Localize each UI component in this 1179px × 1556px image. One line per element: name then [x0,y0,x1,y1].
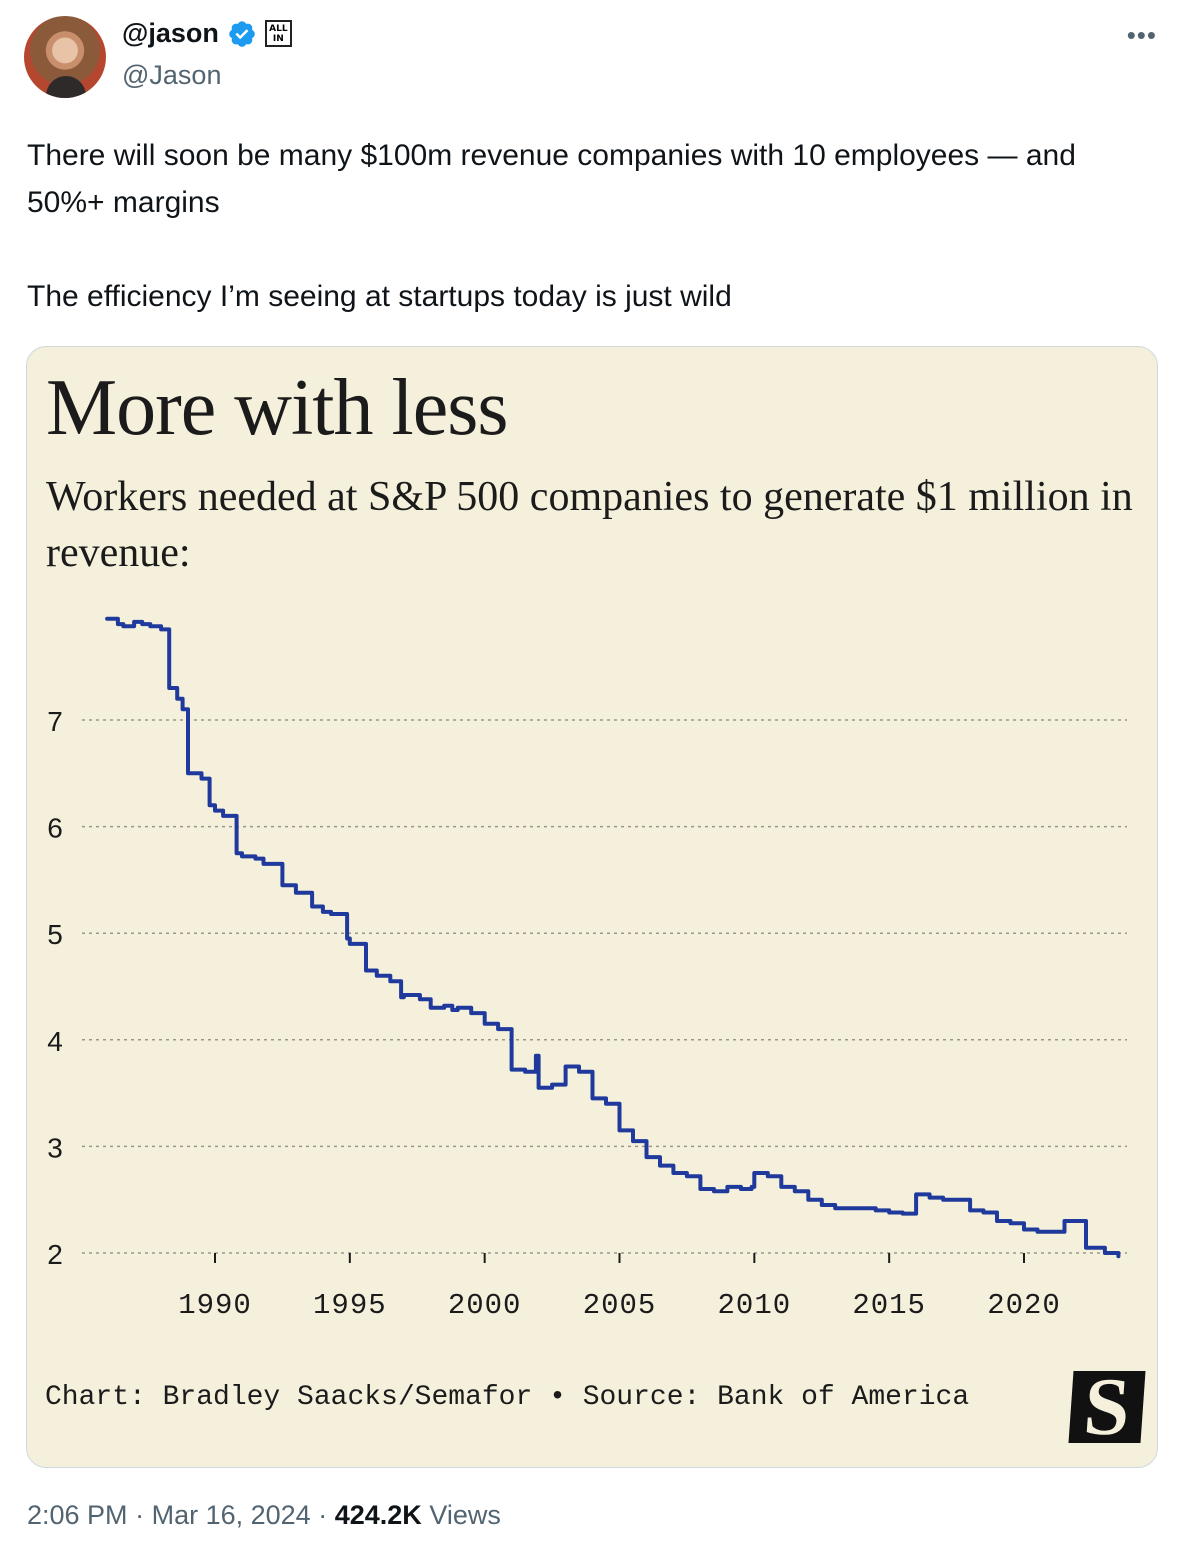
display-name[interactable]: @jason [122,18,219,48]
tweet-text: There will soon be many $100m revenue co… [27,132,1157,320]
x-tick-label: 2015 [852,1289,926,1322]
x-tick-label: 1995 [313,1289,387,1322]
tweet-paragraph: There will soon be many $100m revenue co… [27,139,1076,219]
series-line [105,616,1121,1259]
chart-credit: Chart: Bradley Saacks/Semafor • Source: … [45,1382,970,1413]
affiliation-badge[interactable]: ALL IN [264,20,292,47]
line-chart: 2 3 4 5 6 7 1990 1995 2000 2005 2010 2015 2020 [47,616,1127,1322]
chart-card[interactable]: More with less Workers needed at S&P 500… [26,346,1158,1468]
y-tick-label: 2 [47,1239,63,1270]
more-dots-icon[interactable]: ••• [1126,20,1157,50]
tweet-meta: 2:06 PM · Mar 16, 2024 · 424.2K Views [27,1500,501,1531]
semafor-logo: S [1068,1361,1146,1452]
tweet-time[interactable]: 2:06 PM [27,1500,128,1530]
handle[interactable]: @Jason [122,60,222,90]
tweet-paragraph: The efficiency I’m seeing at startups to… [27,280,732,313]
meta-separator: · [135,1500,145,1530]
y-tick-label: 7 [47,706,63,737]
views-label: Views [429,1500,501,1530]
avatar[interactable] [24,16,106,98]
x-tick-label: 2000 [448,1289,522,1322]
y-tick-label: 3 [47,1132,63,1163]
x-tick-label: 2005 [583,1289,657,1322]
verified-badge-icon [229,20,255,47]
x-tick-label: 1990 [178,1289,252,1322]
tweet-date[interactable]: Mar 16, 2024 [151,1500,311,1530]
y-tick-label: 5 [47,919,63,950]
x-tick-label: 2010 [718,1289,792,1322]
y-tick-label: 4 [47,1026,63,1057]
chart-subtitle: Workers needed at S&P 500 companies to g… [46,474,1133,576]
meta-separator: · [318,1500,328,1530]
y-tick-label: 6 [47,813,63,844]
author-name-row: @jason ALL IN [122,18,292,49]
views-count[interactable]: 424.2K [334,1500,422,1530]
x-tick-label: 2020 [987,1289,1061,1322]
chart-title: More with less [46,364,509,452]
